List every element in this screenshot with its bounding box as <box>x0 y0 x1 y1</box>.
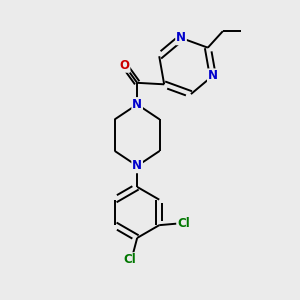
Text: N: N <box>208 69 218 82</box>
Text: N: N <box>132 98 142 111</box>
Text: N: N <box>176 32 186 44</box>
Text: O: O <box>120 59 130 72</box>
Text: N: N <box>132 159 142 172</box>
Text: Cl: Cl <box>178 217 190 230</box>
Text: Cl: Cl <box>123 253 136 266</box>
